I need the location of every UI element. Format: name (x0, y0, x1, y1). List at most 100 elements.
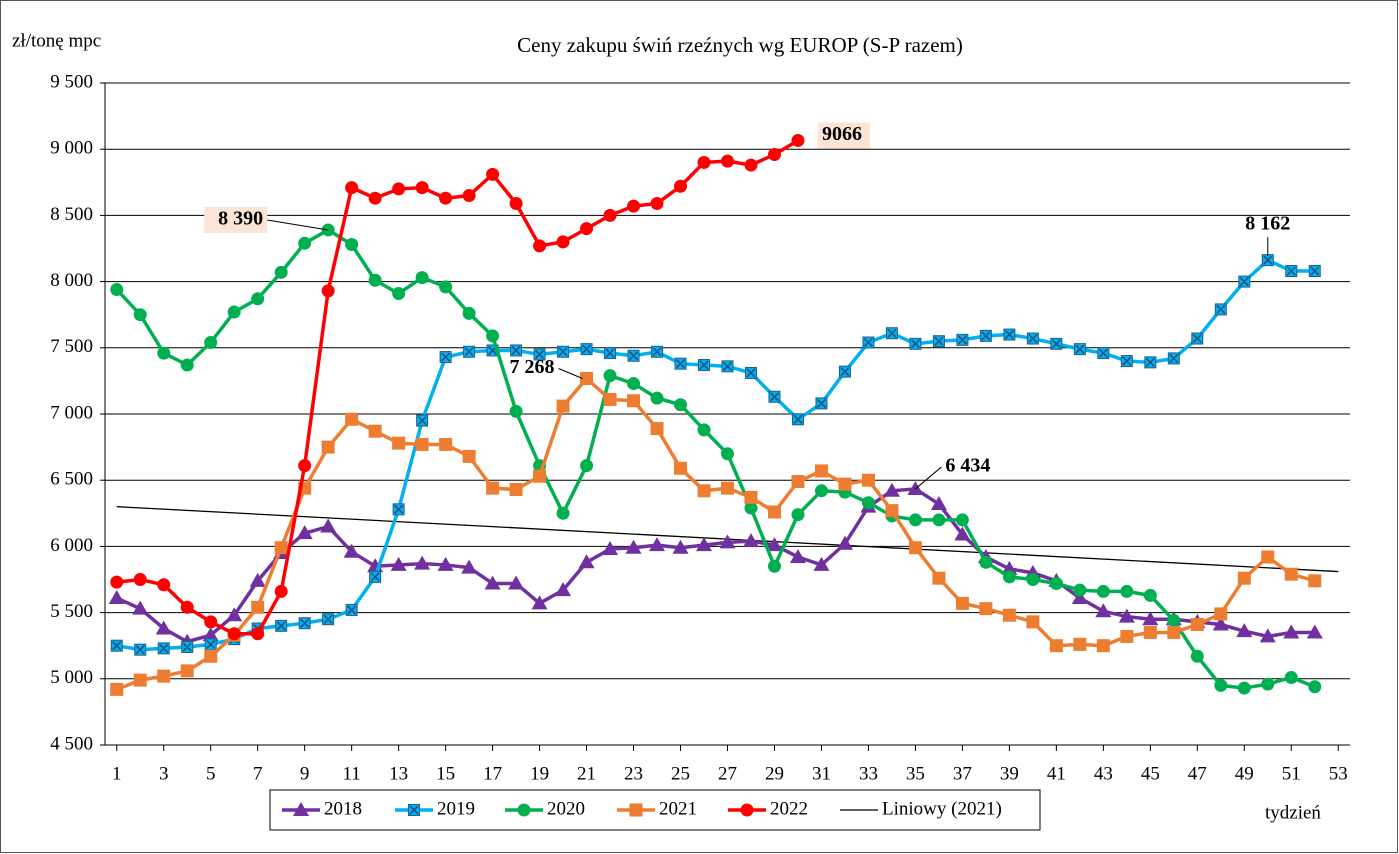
data-point (955, 596, 969, 610)
data-point (815, 397, 828, 410)
x-tick-label: 31 (812, 763, 831, 784)
marker-cross (276, 621, 286, 631)
data-point (321, 284, 335, 298)
data-point (392, 503, 405, 516)
data-point (298, 617, 311, 630)
data-point (439, 351, 452, 364)
y-tick-label: 9 000 (50, 138, 93, 159)
data-point (930, 496, 947, 511)
data-point (1049, 576, 1063, 590)
legend-marker (293, 802, 309, 816)
data-point (296, 525, 313, 540)
marker-cross (769, 392, 780, 402)
data-point (954, 526, 971, 541)
data-point (1308, 574, 1322, 588)
data-point (1283, 624, 1300, 639)
data-point (1026, 615, 1040, 629)
data-point (110, 639, 123, 652)
data-point (580, 343, 593, 356)
data-point (108, 590, 125, 605)
data-point (321, 440, 335, 454)
data-point (110, 682, 124, 696)
data-point (274, 541, 288, 555)
marker-cross (582, 344, 592, 354)
series-line (116, 376, 1316, 692)
data-point (533, 469, 547, 483)
data-point (1026, 573, 1040, 586)
data-point (486, 329, 500, 343)
y-axis-label: zł/tonę mpc (12, 30, 101, 51)
data-point (1002, 608, 1016, 622)
data-point (1167, 614, 1181, 628)
data-point (1261, 254, 1274, 267)
data-point (204, 638, 217, 651)
data-point (580, 372, 594, 386)
data-point (275, 619, 288, 632)
data-point (814, 484, 828, 498)
data-point (557, 345, 570, 358)
marker-cross (1310, 266, 1320, 276)
data-point (1073, 583, 1087, 597)
data-point (721, 360, 734, 373)
data-point (251, 627, 265, 641)
data-point (1259, 628, 1276, 643)
data-point (1002, 570, 1016, 584)
data-point (320, 518, 337, 533)
data-point (555, 582, 572, 597)
data-point (368, 191, 382, 205)
y-tick-label: 6 500 (50, 469, 93, 490)
data-point (157, 346, 171, 360)
data-point (979, 329, 992, 342)
data-point (908, 541, 922, 555)
data-point (908, 513, 922, 527)
x-tick-label: 27 (718, 763, 737, 784)
data-point (157, 578, 171, 592)
data-point (298, 236, 312, 250)
data-point (604, 347, 617, 360)
data-point (343, 543, 360, 558)
data-point (204, 615, 218, 629)
data-point (1167, 625, 1181, 639)
data-point (955, 513, 969, 527)
data-point (580, 459, 594, 473)
data-point (509, 404, 523, 418)
x-tick-label: 39 (1000, 763, 1019, 784)
chart-title: Ceny zakupu świń rzeźnych wg EUROP (S-P … (517, 33, 963, 57)
data-point (1003, 328, 1016, 341)
marker-cross (409, 805, 419, 815)
data-point (791, 475, 805, 489)
data-point (672, 539, 689, 554)
data-point (1261, 677, 1275, 691)
data-point (744, 501, 758, 515)
marker-cross (1028, 334, 1038, 344)
data-point (1190, 618, 1204, 632)
marker-cross (441, 352, 451, 362)
value-label: 8 162 (1245, 213, 1290, 235)
x-tick-label: 9 (300, 763, 310, 784)
x-tick-label: 45 (1141, 763, 1160, 784)
value-label: 7 268 (510, 356, 555, 378)
data-point (719, 534, 736, 549)
data-point (650, 391, 664, 405)
value-label-bg (204, 206, 268, 233)
marker-cross (1145, 357, 1155, 367)
data-point (789, 548, 806, 563)
data-point (462, 306, 476, 320)
data-point (836, 535, 853, 550)
data-point (1308, 265, 1321, 278)
data-point (697, 484, 711, 498)
data-point (556, 235, 570, 249)
marker-cross (206, 639, 216, 649)
data-point (907, 480, 924, 495)
data-point (414, 555, 431, 570)
marker-cross (981, 331, 991, 341)
data-point (392, 287, 406, 301)
data-point (956, 333, 969, 346)
data-point (650, 422, 664, 436)
marker-cross (816, 398, 826, 408)
marker-cross (182, 642, 192, 652)
marker-cross (1286, 266, 1296, 276)
legend-label: 2021 (659, 798, 697, 819)
y-tick-label: 9 500 (50, 71, 93, 92)
data-point (249, 572, 266, 587)
